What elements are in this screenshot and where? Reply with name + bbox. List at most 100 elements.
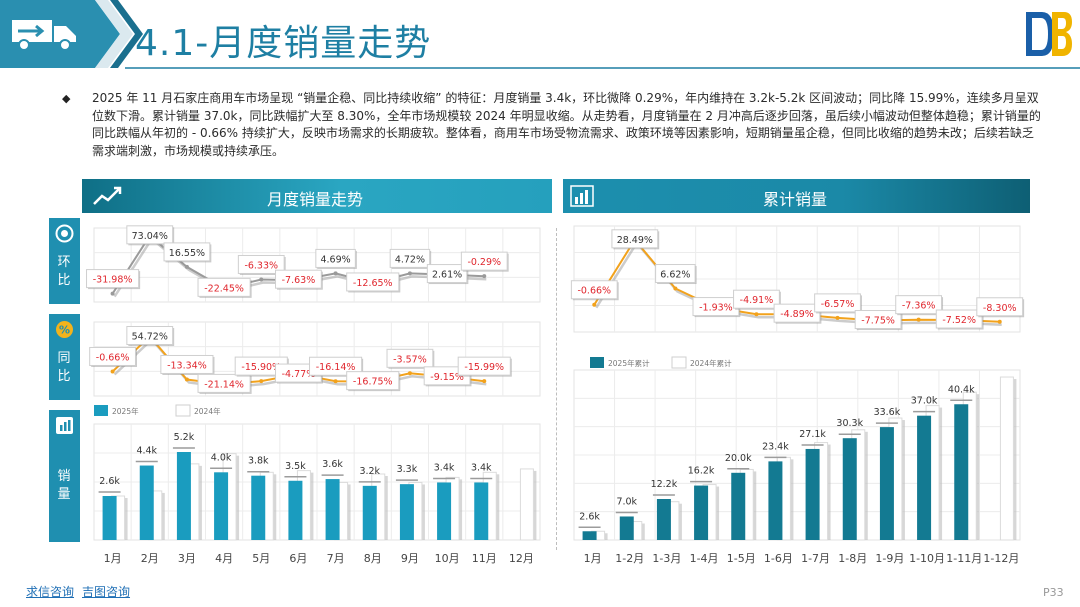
svg-text:%: % xyxy=(59,324,70,337)
yoy-data-label: -21.14% xyxy=(204,379,244,390)
monthly-sales-bar-label: 3.2k xyxy=(359,466,380,477)
cumulative-sales-bar-label: 37.0k xyxy=(911,396,938,407)
monthly-sales-bar-2025 xyxy=(474,482,489,540)
cumulative-sales-x-tick: 1-5月 xyxy=(727,552,756,565)
cum-yoy-data-label: -1.93% xyxy=(699,303,733,314)
cumulative-sales-bar-2025 xyxy=(879,427,894,540)
cum-yoy-point xyxy=(754,312,759,317)
cum-yoy-data-label: -4.91% xyxy=(740,295,774,306)
monthly-sales-x-tick: 3月 xyxy=(178,552,196,565)
cumulative-sales-bar-2025 xyxy=(842,438,857,540)
mom-label-box xyxy=(389,248,431,268)
monthly-sales-x-tick: 8月 xyxy=(364,552,382,565)
yoy-point xyxy=(259,379,264,384)
monthly-sales-x-tick: 4月 xyxy=(215,552,233,565)
mom-label-box xyxy=(86,269,140,289)
cumulative-sales-legend-swatch-2025 xyxy=(590,357,604,368)
yoy-data-label: 54.72% xyxy=(132,331,168,342)
mom-data-label: -6.33% xyxy=(244,260,278,271)
monthly-sales-bar-label: 5.2k xyxy=(174,432,195,443)
cumulative-sales-x-tick: 1-3月 xyxy=(652,552,681,565)
mom-data-label: 16.55% xyxy=(169,248,205,259)
cumulative-sales-bar-label: 30.3k xyxy=(836,418,863,429)
monthly-sales-bar-label: 4.0k xyxy=(211,452,232,463)
cumulative-sales-bar-label: 40.4k xyxy=(948,384,975,395)
yoy-point xyxy=(110,369,115,374)
cum-yoy-data-label: -7.36% xyxy=(902,301,936,312)
cumulative-sales-x-tick: 1-2月 xyxy=(615,552,644,565)
monthly-sales-bar-label: 4.4k xyxy=(136,446,157,457)
cum-yoy-data-label: -6.57% xyxy=(821,299,855,310)
bullet-diamond-icon: ◆ xyxy=(62,92,71,105)
mom-label-box xyxy=(346,272,400,292)
yoy-point xyxy=(407,371,412,376)
monthly-sales-x-tick: 10月 xyxy=(435,552,460,565)
page-number: P33 xyxy=(1043,586,1064,599)
yoy-label-box xyxy=(386,348,434,368)
cum-yoy-data-label: -8.30% xyxy=(983,303,1017,314)
yoy-data-label: -9.15% xyxy=(430,372,464,383)
bar-chart-icon xyxy=(56,417,73,434)
mom-point xyxy=(333,271,338,276)
cumulative-sales-bar-label: 20.0k xyxy=(725,453,752,464)
right-panel-header: 累计销量 xyxy=(563,179,1030,213)
mom-point xyxy=(259,277,264,282)
panel-divider xyxy=(556,228,557,550)
left-panel-title: 月度销量走势 xyxy=(267,190,364,209)
cumulative-sales-bar-2024 xyxy=(999,376,1014,541)
cum-yoy-data-label: -7.52% xyxy=(942,315,976,326)
monthly-sales-x-tick: 11月 xyxy=(472,552,497,565)
mom-label-box xyxy=(237,254,285,274)
cumulative-sales-bar-2025 xyxy=(582,531,597,540)
cum-yoy-label-box xyxy=(935,309,983,329)
mom-label-box xyxy=(197,277,251,297)
yoy-label-box xyxy=(197,373,251,393)
cum-yoy-label-box xyxy=(895,295,943,315)
cum-yoy-label-box xyxy=(773,303,821,323)
monthly-sales-legend-2025: 2025年 xyxy=(112,406,139,416)
monthly-sales-bar-label: 3.6k xyxy=(322,459,343,470)
monthly-sales-x-tick: 2月 xyxy=(141,552,159,565)
cumulative-sales-x-tick: 1-9月 xyxy=(875,552,904,565)
cumulative-sales-bar-2025 xyxy=(805,448,820,540)
yoy-data-label: -16.75% xyxy=(353,377,393,388)
mom-label-box xyxy=(460,251,508,271)
cum-yoy-point xyxy=(997,319,1002,324)
yoy-point xyxy=(333,379,338,384)
target-circle-icon xyxy=(55,224,74,243)
footer-link-jitu[interactable]: 吉图咨询 xyxy=(82,585,131,599)
mom-data-label: 73.04% xyxy=(132,231,168,242)
monthly-sales-bar-2025 xyxy=(288,480,303,540)
monthly-sales-bar-2025 xyxy=(102,496,117,540)
cumulative-sales-bar-2025 xyxy=(731,472,746,540)
mom-data-label: -22.45% xyxy=(204,283,244,294)
cumulative-sales-bar-2025 xyxy=(619,516,634,540)
monthly-sales-bar-label: 3.8k xyxy=(248,456,269,467)
footer-link-qiuxin[interactable]: 求信咨询 xyxy=(26,585,75,599)
side-label-mom: 环比 xyxy=(57,255,71,288)
monthly-sales-legend-swatch-2024 xyxy=(175,404,191,417)
cumulative-sales-bar-label: 7.0k xyxy=(616,496,637,507)
yoy-label-box xyxy=(309,356,363,376)
side-label-yoy: 同比 xyxy=(57,351,71,384)
monthly-sales-bar-2025 xyxy=(437,482,452,540)
cum-yoy-label-box xyxy=(733,289,780,309)
bar-chart-icon xyxy=(570,185,594,207)
monthly-sales-bar-2025 xyxy=(251,475,266,540)
cumulative-sales-legend-2024: 2024年累计 xyxy=(690,358,732,368)
mom-label-box xyxy=(426,264,468,284)
truck-icon xyxy=(12,20,76,51)
monthly-sales-x-tick: 7月 xyxy=(327,552,345,565)
mom-data-label: 2.61% xyxy=(432,270,462,281)
monthly-sales-bar-2025 xyxy=(214,472,229,540)
cum-yoy-point xyxy=(916,317,921,322)
cumulative-sales-x-tick: 1-7月 xyxy=(801,552,830,565)
cumulative-sales-x-tick: 1-12月 xyxy=(983,552,1019,565)
monthly-sales-x-tick: 1月 xyxy=(104,552,122,565)
cum-yoy-data-label: 6.62% xyxy=(660,270,690,281)
cum-yoy-label-box xyxy=(976,297,1024,317)
mom-point xyxy=(110,291,115,296)
cumulative-sales-legend-swatch-2024 xyxy=(671,356,687,369)
right-panel-title: 累计销量 xyxy=(763,190,828,209)
cum-yoy-label-box xyxy=(814,293,861,313)
